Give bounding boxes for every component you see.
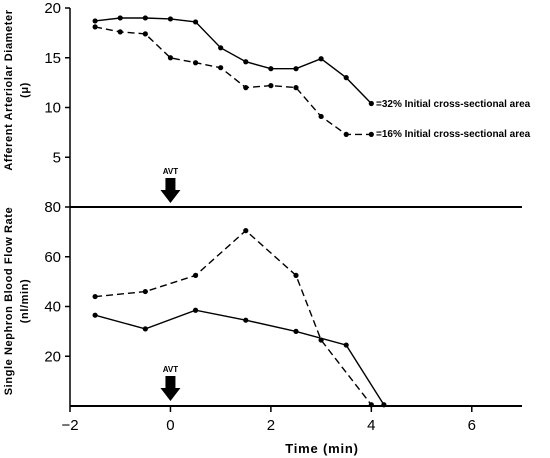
top-data-point <box>142 15 148 21</box>
top-data-point <box>318 113 324 120</box>
bottom-y-axis-unit: (nl/min) <box>19 279 31 324</box>
top-data-point <box>218 45 224 51</box>
top-data-point <box>268 66 274 72</box>
top-data-point <box>318 56 324 62</box>
bottom-data-point <box>293 272 299 279</box>
top-y-tick-label: 15 <box>44 50 61 67</box>
annotation-solid-line: =32% Initial cross-sectional area <box>376 99 531 110</box>
bottom-data-point <box>243 228 249 234</box>
top-data-point <box>368 131 374 137</box>
x-axis-title: Time (min) <box>285 441 359 456</box>
top-panel-diameter: Afferent Arteriolar Diameter (μ) =32% In… <box>3 0 531 208</box>
avt-marker-label-bottom: AVT <box>163 365 179 374</box>
bottom-data-point <box>318 337 324 343</box>
x-tick-label: −2 <box>61 417 78 434</box>
top-data-point <box>92 24 98 30</box>
bottom-data-point <box>293 328 299 334</box>
bottom-data-point <box>142 326 148 332</box>
bottom-y-tick-label: 40 <box>44 299 61 316</box>
x-tick-label: 6 <box>468 417 476 434</box>
avt-arrow-top <box>160 178 181 203</box>
bottom-y-tick-label: 20 <box>44 348 61 365</box>
top-data-point <box>218 65 224 71</box>
bottom-data-point <box>142 288 148 295</box>
top-data-point <box>142 31 148 37</box>
top-data-point <box>368 100 374 107</box>
top-data-point <box>293 85 299 91</box>
top-data-point <box>92 18 98 24</box>
bottom-data-point <box>92 312 98 318</box>
bottom-data-point <box>343 342 349 348</box>
top-data-point <box>243 59 249 65</box>
bottom-y-tick-label: 60 <box>44 249 61 266</box>
bottom-data-point <box>243 317 249 323</box>
avt-marker-label-top: AVT <box>163 167 179 176</box>
top-y-tick-label: 20 <box>44 0 61 17</box>
annotation-dashed-line: =16% Initial cross-sectional area <box>376 129 531 140</box>
top-data-point <box>343 131 349 137</box>
top-data-point <box>243 85 249 91</box>
bottom-data-point <box>192 307 199 313</box>
top-data-point <box>167 55 174 61</box>
bottom-y-axis-title: Single Nephron Blood Flow Rate <box>3 207 15 396</box>
top-data-point <box>293 66 299 72</box>
top-y-tick-label: 5 <box>53 149 61 166</box>
bottom-panel-flow: Single Nephron Blood Flow Rate (nl/min) … <box>3 199 522 456</box>
top-y-tick-label: 10 <box>44 100 61 117</box>
top-series-solid-line <box>95 17 372 104</box>
top-data-point <box>192 19 199 25</box>
x-tick-label: 4 <box>367 417 375 434</box>
top-series-dashed-line <box>94 26 372 136</box>
x-tick-label: 0 <box>166 417 174 434</box>
top-y-axis-unit: (μ) <box>19 82 31 98</box>
bottom-data-point <box>192 272 199 279</box>
top-data-point <box>343 75 349 81</box>
bottom-series-solid-line <box>94 309 385 406</box>
top-data-point <box>117 29 123 35</box>
x-tick-label: 2 <box>267 417 275 434</box>
top-data-point <box>192 60 199 66</box>
top-y-axis-title: Afferent Arteriolar Diameter <box>3 9 15 170</box>
bottom-y-tick-label: 80 <box>44 199 61 216</box>
top-data-point <box>268 83 274 89</box>
top-data-point <box>167 16 174 22</box>
avt-arrow-bottom <box>160 376 181 401</box>
top-data-point <box>117 15 123 21</box>
bottom-data-point <box>92 293 98 300</box>
